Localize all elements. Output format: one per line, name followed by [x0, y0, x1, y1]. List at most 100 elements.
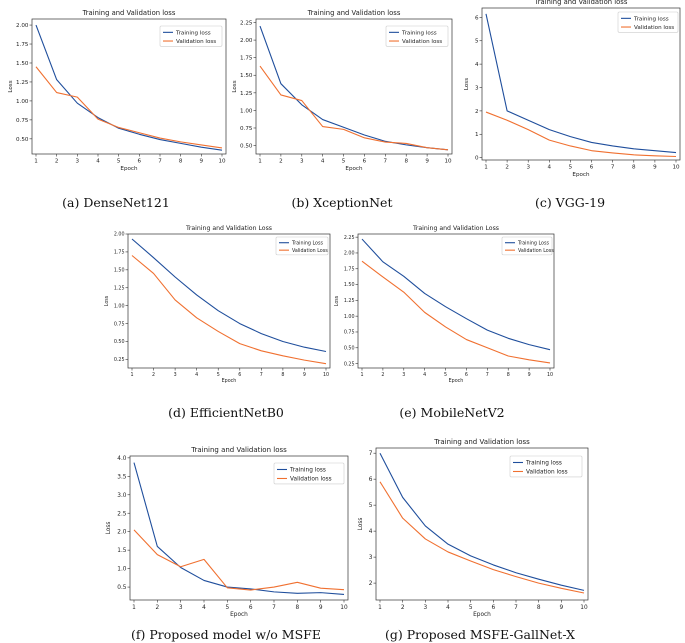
chart-title: Training and Validation loss	[82, 9, 176, 17]
y-tick-label: 1.75	[16, 42, 29, 48]
x-tick-label: 1	[360, 372, 363, 378]
x-tick-label: 6	[249, 605, 253, 611]
legend-training-label: Training loss	[633, 16, 669, 22]
x-axis-label: Epoch	[222, 378, 237, 384]
y-tick-label: 1.75	[114, 250, 125, 256]
legend-box	[509, 455, 583, 478]
x-tick-label: 5	[117, 159, 121, 165]
y-tick-label: 0.50	[16, 137, 29, 143]
x-tick-label: 7	[611, 165, 615, 171]
y-tick-label: 3.5	[117, 474, 127, 480]
x-tick-label: 1	[132, 605, 136, 611]
x-tick-label: 9	[200, 159, 204, 165]
x-tick-label: 7	[486, 372, 489, 378]
chart-xceptionnet: Training and Validation loss 1 2 3 4 5 6 7 8 9 10 0…	[226, 2, 456, 172]
x-tick-label: 5	[342, 159, 346, 165]
x-tick-label: 1	[130, 372, 133, 378]
y-tick-label: 3	[369, 555, 373, 561]
y-tick-label: 3	[475, 85, 479, 91]
plot-frame	[31, 18, 227, 155]
x-tick-label: 7	[384, 159, 388, 165]
x-tick-label: 4	[446, 605, 450, 611]
x-tick-label: 9	[425, 159, 429, 165]
chart-title: Training and Validation Loss	[412, 225, 499, 232]
y-tick-label: 1.25	[344, 298, 355, 304]
x-tick-label: 6	[590, 165, 594, 171]
legend-validation-label: Validation loss	[176, 39, 216, 45]
y-tick-label: 5	[475, 39, 479, 45]
training-loss-line	[35, 24, 223, 151]
validation-loss-line	[361, 260, 551, 364]
x-tick-label: 7	[272, 605, 276, 611]
caption-densenet121: (a) DenseNet121	[62, 195, 170, 210]
chart-msfe-gallnet-x-svg: Training and Validation loss 1 2 3 4 5 6 7 8 9 10 2…	[358, 438, 589, 618]
legend-validation-label: Validation Loss	[518, 248, 554, 254]
chart-vgg19: Training and Validation loss 1 2 3 4 5 6 7 8 9 10 0…	[456, 0, 684, 178]
y-tick-label: 3.0	[117, 493, 127, 499]
y-tick-label: 1.25	[240, 91, 253, 97]
x-tick-label: 5	[444, 372, 447, 378]
chart-densenet121-svg: Training and Validation loss 1 2 3 4 5 6 7 8 9 10 0…	[8, 9, 227, 172]
legend-training-label: Training loss	[289, 468, 326, 474]
x-tick-label: 9	[528, 372, 531, 378]
y-tick-label: 1.0	[117, 567, 127, 573]
y-tick-label: 1	[475, 132, 479, 138]
y-tick-label: 0.50	[114, 339, 125, 345]
y-tick-label: 4	[475, 62, 479, 68]
x-tick-label: 4	[202, 605, 206, 611]
plot-frame	[357, 233, 555, 369]
x-tick-label: 10	[323, 372, 329, 378]
x-tick-label: 10	[547, 372, 553, 378]
x-tick-label: 3	[300, 159, 304, 165]
legend-training-label: Training Loss	[517, 240, 549, 246]
y-tick-label: 2.0	[117, 530, 127, 536]
caption-vgg19: (c) VGG-19	[534, 195, 606, 210]
x-tick-label: 9	[303, 372, 306, 378]
y-axis-label: Loss	[8, 80, 14, 92]
caption-xceptionnet: (b) XceptionNet	[291, 195, 393, 210]
x-tick-label: 6	[363, 159, 367, 165]
x-tick-label: 7	[260, 372, 263, 378]
legend-validation-label: Validation loss	[290, 477, 332, 483]
y-tick-label: 0.50	[240, 144, 253, 150]
x-tick-label: 3	[526, 165, 530, 171]
x-tick-label: 6	[138, 159, 142, 165]
x-tick-label: 4	[548, 165, 552, 171]
y-tick-label: 1.75	[240, 56, 253, 62]
x-tick-label: 4	[96, 159, 100, 165]
legend-validation-label: Validation loss	[526, 470, 568, 476]
x-tick-label: 2	[155, 605, 159, 611]
validation-loss-line	[35, 66, 223, 149]
y-tick-label: 0	[475, 156, 479, 162]
chart-efficientnetb0: Training and Validation Loss 1 2 3 4 5 6 7 8 9 10 0…	[104, 224, 334, 386]
y-tick-label: 2.00	[114, 232, 125, 238]
legend-validation-label: Validation loss	[634, 25, 674, 31]
y-axis-label: Loss	[334, 295, 340, 306]
y-tick-label: 1.25	[16, 80, 29, 86]
training-loss-line	[361, 238, 551, 351]
chart-title: Training and Validation loss	[534, 0, 628, 6]
x-tick-label: 7	[158, 159, 162, 165]
y-axis-label: Loss	[232, 80, 238, 92]
x-tick-label: 10	[340, 605, 348, 611]
chart-without-msfe: Training and Validation loss 1 2 3 4 5 6 7 8 9 10 0…	[100, 440, 352, 618]
x-tick-label: 5	[225, 605, 229, 611]
training-loss-line	[379, 452, 585, 591]
caption-without-msfe: (f) Proposed model w/o MSFE	[131, 627, 321, 642]
y-tick-label: 2	[369, 581, 373, 587]
x-tick-label: 9	[559, 605, 563, 611]
plot-frame	[375, 447, 589, 601]
y-tick-label: 1.50	[16, 61, 29, 67]
legend-training-label: Training Loss	[291, 240, 323, 246]
x-tick-label: 3	[76, 159, 80, 165]
x-tick-label: 8	[537, 605, 541, 611]
y-tick-label: 6	[475, 15, 479, 21]
caption-mobilenetv2: (e) MobileNetV2	[399, 405, 505, 420]
legend-box	[385, 25, 449, 47]
x-tick-label: 5	[469, 605, 473, 611]
validation-loss-line	[379, 481, 585, 594]
x-tick-label: 2	[401, 605, 405, 611]
legend-box	[159, 25, 223, 47]
x-tick-label: 5	[569, 165, 573, 171]
y-tick-label: 7	[369, 451, 373, 457]
